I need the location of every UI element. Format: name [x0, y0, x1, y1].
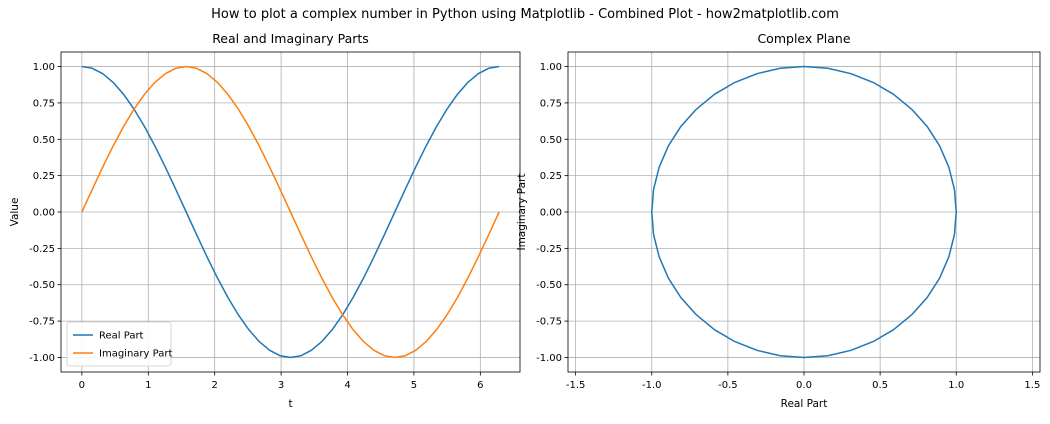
- y-tick-label: -0.50: [536, 280, 562, 291]
- axes-frame: [567, 51, 1041, 373]
- y-tick-label: -1.00: [536, 353, 562, 364]
- subplot-1: Real and Imaginary Parts 0 1 2 3 4 5 6 1.00 0.75 0…: [9, 31, 521, 410]
- x-tick-label: -1.5: [566, 380, 586, 391]
- x-tick-label: 0: [79, 380, 85, 391]
- y-tick-label: 0.75: [540, 98, 562, 109]
- y-tick-label: 0.50: [33, 135, 55, 146]
- series-line-imaginary-part: [81, 65, 500, 359]
- x-axis-label: Real Part: [781, 398, 828, 410]
- legend: Real Part Imaginary Part: [66, 321, 172, 367]
- x-tick-label: 6: [477, 380, 483, 391]
- x-tick-label: 1.5: [1024, 380, 1040, 391]
- subplot-2: Complex Plane -1.5 -1.0 -0.5 0.0 0.5 1.0 1.5 1.0…: [516, 31, 1041, 410]
- y-tick-label: 0.00: [540, 208, 562, 219]
- y-tick-label: 1.00: [33, 62, 55, 73]
- y-axis-label: Imaginary Part: [516, 173, 528, 250]
- y-tick-label: 0.25: [33, 171, 55, 182]
- x-tick-label: 3: [278, 380, 284, 391]
- x-tick-label: 1: [145, 380, 151, 391]
- subplot-title: Complex Plane: [757, 31, 850, 46]
- y-tick-label: -0.25: [536, 244, 562, 255]
- x-tick-label: 2: [212, 380, 218, 391]
- y-axis-label: Value: [9, 198, 21, 227]
- legend-label: Real Part: [99, 331, 144, 342]
- x-tick-label: -0.5: [718, 380, 738, 391]
- x-tick-label: 0.5: [872, 380, 888, 391]
- legend-label: Imaginary Part: [99, 349, 172, 360]
- y-tick-label: -1.00: [29, 353, 55, 364]
- x-tick-label: -1.0: [642, 380, 662, 391]
- y-tick-label: -0.75: [536, 317, 562, 328]
- y-tick-label: 1.00: [540, 62, 562, 73]
- figure-suptitle: How to plot a complex number in Python u…: [211, 7, 839, 22]
- y-tick-label: -0.25: [29, 244, 55, 255]
- y-tick-label: 0.75: [33, 98, 55, 109]
- legend-box: [66, 321, 172, 367]
- x-tick-label: 5: [411, 380, 417, 391]
- series-line-1: [650, 65, 958, 359]
- x-tick-label: 0.0: [796, 380, 812, 391]
- x-tick-label: 1.0: [948, 380, 964, 391]
- x-tick-label: 4: [344, 380, 350, 391]
- subplot-title: Real and Imaginary Parts: [212, 31, 369, 46]
- x-axis-label: t: [288, 398, 292, 410]
- axes-frame: [60, 51, 521, 373]
- y-tick-label: -0.50: [29, 280, 55, 291]
- y-tick-label: -0.75: [29, 317, 55, 328]
- y-tick-label: 0.50: [540, 135, 562, 146]
- y-tick-label: 0.00: [33, 208, 55, 219]
- y-tick-label: 0.25: [540, 171, 562, 182]
- series-line-real-part: [81, 65, 500, 359]
